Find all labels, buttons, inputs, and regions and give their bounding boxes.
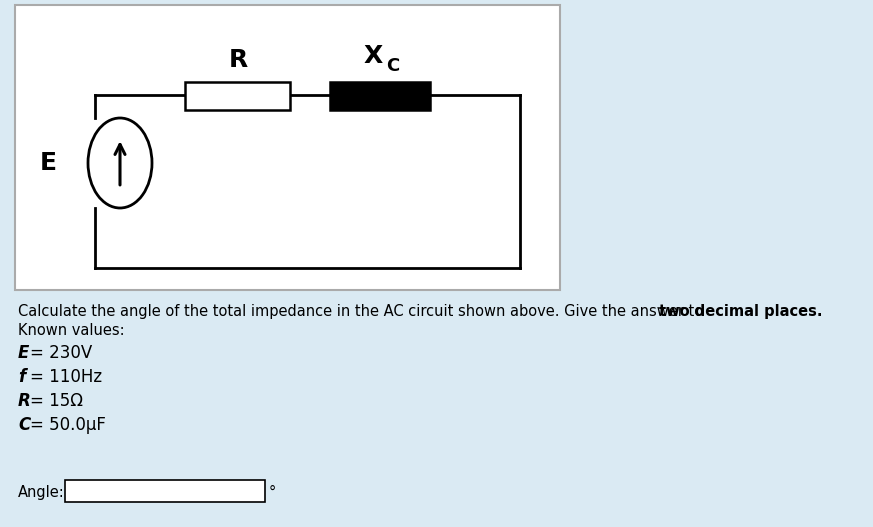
Text: f: f [18,368,25,386]
Text: = 50.0μF: = 50.0μF [30,416,106,434]
Text: °: ° [269,484,276,500]
Text: Known values:: Known values: [18,323,125,338]
Text: = 110Hz: = 110Hz [30,368,102,386]
Text: two decimal places.: two decimal places. [659,304,822,319]
Text: R: R [229,48,248,72]
Bar [185,82,290,110]
Text: Angle:: Angle: [18,484,65,500]
Text: E: E [18,344,30,362]
Text: C: C [18,416,31,434]
Text: = 230V: = 230V [30,344,93,362]
Text: R: R [18,392,31,410]
Ellipse shape [88,118,152,208]
Text: E: E [39,151,57,175]
Bar [330,82,430,110]
Bar [15,5,560,290]
Text: = 15Ω: = 15Ω [30,392,83,410]
Bar [65,480,265,502]
Text: C: C [387,57,400,75]
Text: X: X [363,44,382,68]
Text: Calculate the angle of the total impedance in the AC circuit shown above. Give t: Calculate the angle of the total impedan… [18,304,708,319]
